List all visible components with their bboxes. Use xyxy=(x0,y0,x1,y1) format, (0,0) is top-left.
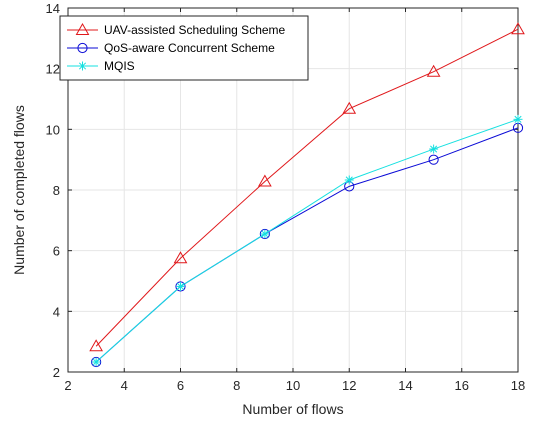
y-tick-label: 12 xyxy=(46,62,60,77)
x-tick-label: 2 xyxy=(64,378,71,393)
data-point-series-1 xyxy=(511,22,525,35)
data-point-series-3 xyxy=(344,175,354,185)
legend-label: MQIS xyxy=(104,59,135,73)
legend: UAV-assisted Scheduling Scheme QoS-aware … xyxy=(59,15,309,81)
legend-box xyxy=(59,15,309,81)
y-tick-label: 10 xyxy=(46,122,60,137)
y-tick-label: 4 xyxy=(53,304,60,319)
grid xyxy=(67,7,519,373)
data-point-series-2 xyxy=(91,356,102,368)
legend-label: UAV-assisted Scheduling Scheme xyxy=(104,23,286,37)
legend-marker xyxy=(75,22,90,35)
data-point-series-3 xyxy=(91,357,101,367)
legend-marker xyxy=(78,61,87,71)
data-point-series-2 xyxy=(175,281,186,292)
data-point-series-1 xyxy=(258,174,272,187)
series-line-3 xyxy=(95,118,519,363)
legend-label: QoS-aware Concurrent Scheme xyxy=(104,41,275,55)
data-point-series-2 xyxy=(259,228,270,240)
data-point-series-3 xyxy=(176,281,185,291)
y-tick-label: 8 xyxy=(53,183,60,198)
y-tick-label: 2 xyxy=(53,365,60,380)
x-tick-label: 12 xyxy=(342,378,356,393)
series-layer xyxy=(89,22,525,368)
x-tick-label: 4 xyxy=(121,378,128,393)
x-tick-label: 6 xyxy=(177,378,184,393)
x-tick-label: 18 xyxy=(511,378,525,393)
data-point-series-3 xyxy=(513,114,523,124)
data-point-series-2 xyxy=(428,154,439,165)
data-point-series-1 xyxy=(89,339,103,352)
x-tick-label: 8 xyxy=(233,378,240,393)
axis-ticks: 2 4 6 8 10 12 14 16 18 2 4 6 8 10 12 14 xyxy=(46,1,526,393)
x-tick-label: 10 xyxy=(286,378,300,393)
data-point-series-1 xyxy=(173,251,188,264)
x-tick-label: 16 xyxy=(455,378,469,393)
x-tick-label: 14 xyxy=(398,378,412,393)
y-tick-label: 6 xyxy=(53,244,60,259)
legend-marker xyxy=(77,42,88,54)
data-point-series-3 xyxy=(429,144,439,154)
data-point-series-1 xyxy=(342,101,357,114)
y-tick-label: 14 xyxy=(46,1,60,16)
series-line-1 xyxy=(95,28,519,347)
data-point-series-3 xyxy=(260,229,270,239)
series-line-2 xyxy=(95,127,519,363)
x-axis-title: Number of flows xyxy=(242,401,343,417)
data-point-series-1 xyxy=(426,64,441,77)
y-axis-title: Number of completed flows xyxy=(11,105,27,275)
